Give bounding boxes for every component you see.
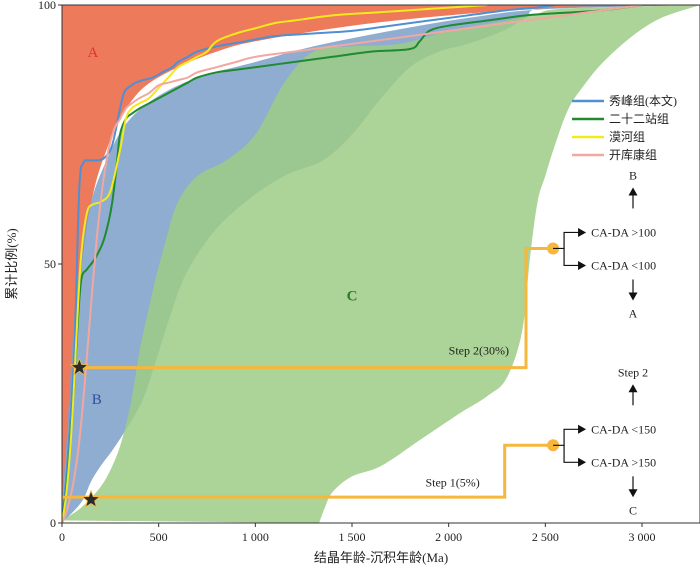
branch-lower-label-2: CA-DA >150 xyxy=(591,455,656,469)
axes-layer: 0 500 1 000 1 500 2 000 2 500 3 000 0 50 100 xyxy=(38,0,700,544)
x-tick-label: 2 000 xyxy=(435,530,462,544)
x-tick-label: 500 xyxy=(150,530,168,544)
series-line-1 xyxy=(62,5,556,523)
star-marker xyxy=(69,357,90,376)
y-tick-label: 50 xyxy=(44,257,56,271)
series-line-3 xyxy=(62,5,488,523)
region-c xyxy=(62,5,700,523)
legend-label: 二十二站组 xyxy=(609,112,669,126)
branch-upper-1 xyxy=(553,231,583,250)
branch-lower-1 xyxy=(563,248,583,267)
result-lower-1: A xyxy=(629,306,638,320)
arrow-head xyxy=(628,489,638,498)
regions-layer xyxy=(62,5,700,523)
arrow-head xyxy=(628,187,638,196)
step-label-2: Step 1(5%) xyxy=(425,476,479,490)
y-tick-label: 100 xyxy=(38,0,56,12)
x-tick-label: 0 xyxy=(59,530,65,544)
region-label-b: B xyxy=(92,392,102,408)
arrow-head xyxy=(578,260,587,270)
result-upper-2: Step 2 xyxy=(618,365,648,379)
y-axis-title: 累计比例(%) xyxy=(4,228,19,300)
series-line-4 xyxy=(62,5,643,523)
series-line-2 xyxy=(62,5,643,523)
step-line-1 xyxy=(73,247,554,370)
decision-tree: CA-DA >100 CA-DA <100 B A CA-DA <150 CA-DA >1… xyxy=(553,168,656,517)
series-layer xyxy=(62,5,643,523)
result-upper-1: B xyxy=(629,168,637,182)
legend-label: 秀峰组(本文) xyxy=(609,93,677,108)
step-label-1: Step 2(30%) xyxy=(449,344,509,358)
region-label-a: A xyxy=(88,45,99,61)
step-line-2 xyxy=(62,443,554,499)
branch-lower-label-1: CA-DA <100 xyxy=(591,258,656,272)
arrow-head xyxy=(578,457,587,467)
x-tick-label: 3 000 xyxy=(629,530,656,544)
region-label-c: C xyxy=(347,288,358,304)
region-labels: A B C xyxy=(88,45,358,408)
x-tick-label: 2 500 xyxy=(532,530,559,544)
star-marker xyxy=(81,489,101,508)
x-tick-label: 1 000 xyxy=(242,530,269,544)
branch-upper-label-1: CA-DA >100 xyxy=(591,225,656,239)
legend-label: 开库康组 xyxy=(609,147,657,162)
region-b xyxy=(62,5,700,523)
y-tick-label: 0 xyxy=(50,516,56,530)
x-axis-title: 结晶年龄-沉积年龄(Ma) xyxy=(314,550,448,565)
result-lower-2: C xyxy=(629,503,637,517)
arrow-head xyxy=(628,384,638,393)
branch-upper-2 xyxy=(553,428,583,446)
region-a xyxy=(62,5,700,508)
legend-label: 漠河组 xyxy=(609,130,645,144)
branch-upper-label-2: CA-DA <150 xyxy=(591,422,656,436)
arrow-head xyxy=(578,227,587,237)
x-tick-label: 1 500 xyxy=(339,530,366,544)
arrow-head xyxy=(628,292,638,301)
branch-lower-2 xyxy=(563,445,583,463)
arrow-head xyxy=(578,424,587,434)
